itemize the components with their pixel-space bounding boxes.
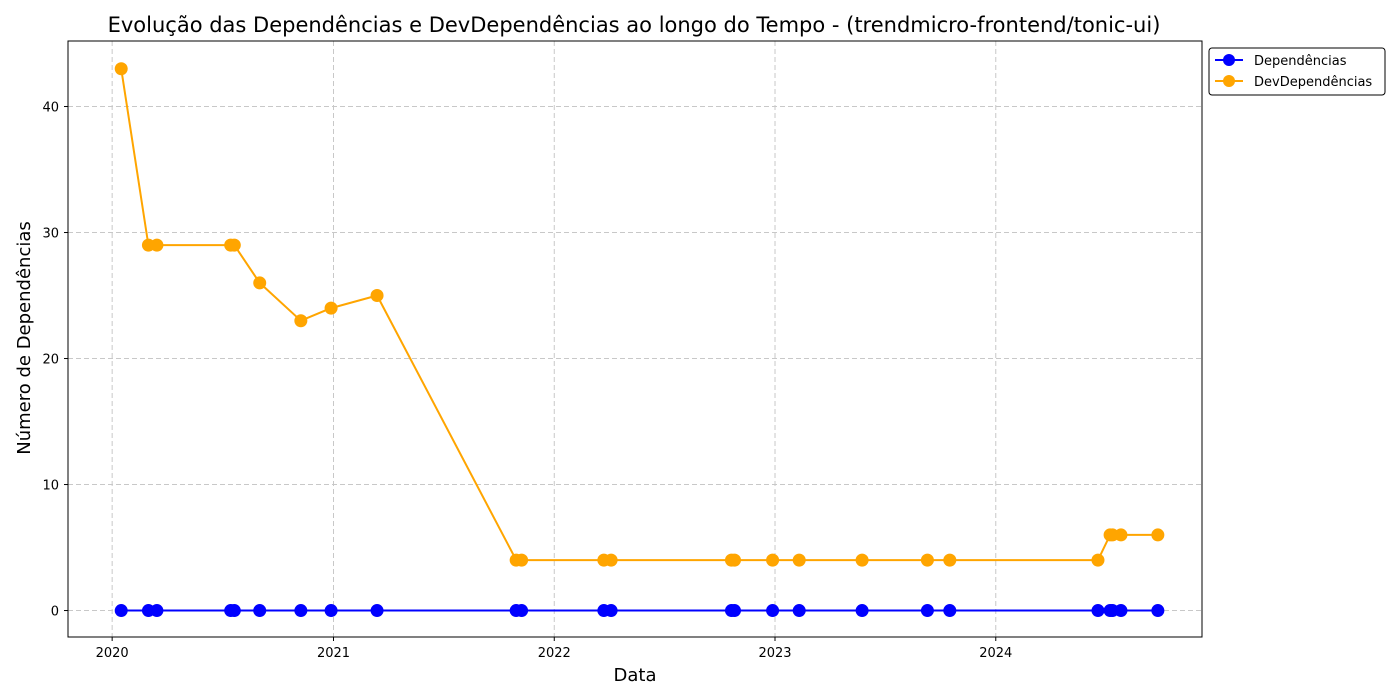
data-point [114, 62, 128, 76]
data-point [855, 553, 869, 567]
series-layer [114, 62, 1165, 618]
data-point [370, 604, 384, 618]
data-point [604, 604, 618, 618]
data-point [150, 604, 164, 618]
axes: 2020 2021 2022 2023 2024 0 10 20 30 40 [42, 101, 1012, 661]
data-point [253, 604, 267, 618]
legend-frame [1208, 47, 1386, 96]
data-point [727, 604, 741, 618]
data-point [515, 604, 529, 618]
data-point [150, 238, 164, 252]
data-point [920, 553, 934, 567]
x-tick-label: 2024 [979, 646, 1012, 661]
x-axis-label: Data [614, 665, 657, 686]
y-tick-label: 40 [42, 101, 59, 116]
y-tick-label: 20 [42, 353, 59, 368]
data-point [324, 301, 338, 315]
data-point [294, 604, 308, 618]
y-tick-label: 30 [42, 227, 59, 242]
data-point [792, 553, 806, 567]
legend-label-devdependencias: DevDependências [1254, 75, 1372, 90]
data-point [943, 553, 957, 567]
data-point [943, 604, 957, 618]
data-point [920, 604, 934, 618]
plot-area-frame [67, 40, 1203, 638]
data-point [227, 604, 241, 618]
data-point [604, 553, 618, 567]
series-1 [114, 62, 1165, 567]
series-line [120, 68, 1158, 562]
data-point [1114, 604, 1128, 618]
chart-title: Evolução das Dependências e DevDependênc… [108, 13, 1161, 37]
data-point [227, 238, 241, 252]
data-point [114, 604, 128, 618]
data-point [766, 604, 780, 618]
y-axis-label: Número de Dependências [14, 221, 35, 455]
x-tick-label: 2020 [96, 646, 129, 661]
data-point [1091, 604, 1105, 618]
x-tick-label: 2023 [758, 646, 791, 661]
grid [68, 41, 1202, 637]
data-point [294, 314, 308, 328]
legend-swatch-marker [1223, 75, 1235, 87]
y-tick-label: 10 [42, 479, 59, 494]
data-point [1114, 528, 1128, 542]
legend-swatch-marker [1223, 54, 1235, 66]
data-point [792, 604, 806, 618]
data-point [1151, 604, 1165, 618]
data-point [727, 553, 741, 567]
data-point [253, 276, 267, 290]
series-0 [114, 604, 1165, 618]
data-point [855, 604, 869, 618]
legend: Dependências DevDependências [1208, 47, 1386, 96]
data-point [370, 289, 384, 303]
data-point [766, 553, 780, 567]
data-point [1151, 528, 1165, 542]
x-tick-label: 2022 [538, 646, 571, 661]
data-point [1091, 553, 1105, 567]
legend-label-dependencias: Dependências [1254, 54, 1347, 69]
x-tick-label: 2021 [317, 646, 350, 661]
data-point [324, 604, 338, 618]
legend-entry-devdependencias: DevDependências [1215, 75, 1372, 90]
data-point [515, 553, 529, 567]
legend-entry-dependencias: Dependências [1215, 54, 1347, 69]
y-tick-label: 0 [51, 605, 59, 620]
